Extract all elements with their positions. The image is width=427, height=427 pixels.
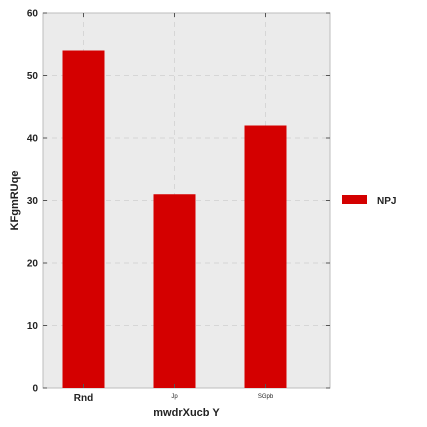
legend: NPJ (342, 195, 396, 207)
y-axis-ticks: 0 10 20 30 40 50 60 (27, 9, 330, 395)
bar (153, 194, 196, 388)
y-tick-label: 20 (27, 259, 39, 270)
y-tick-label: 40 (27, 134, 39, 145)
x-axis-ticks: Rnd Jp SGpb (74, 13, 274, 404)
y-tick-label: 60 (27, 9, 39, 20)
y-axis-title: KFgmRUqe (9, 171, 21, 231)
y-tick-label: 30 (27, 196, 39, 207)
y-tick-label: 50 (27, 71, 39, 82)
bar (62, 50, 105, 388)
bar (244, 125, 287, 388)
x-tick-label: SGpb (258, 394, 274, 400)
legend-swatch (342, 195, 367, 204)
x-axis-title: mwdrXucb Y (153, 407, 220, 419)
x-tick-label: Rnd (74, 393, 93, 404)
legend-label: NPJ (377, 196, 396, 207)
y-tick-label: 10 (27, 321, 39, 332)
y-tick-label: 0 (32, 384, 38, 395)
bars (62, 50, 287, 388)
x-tick-label: Jp (171, 394, 178, 400)
